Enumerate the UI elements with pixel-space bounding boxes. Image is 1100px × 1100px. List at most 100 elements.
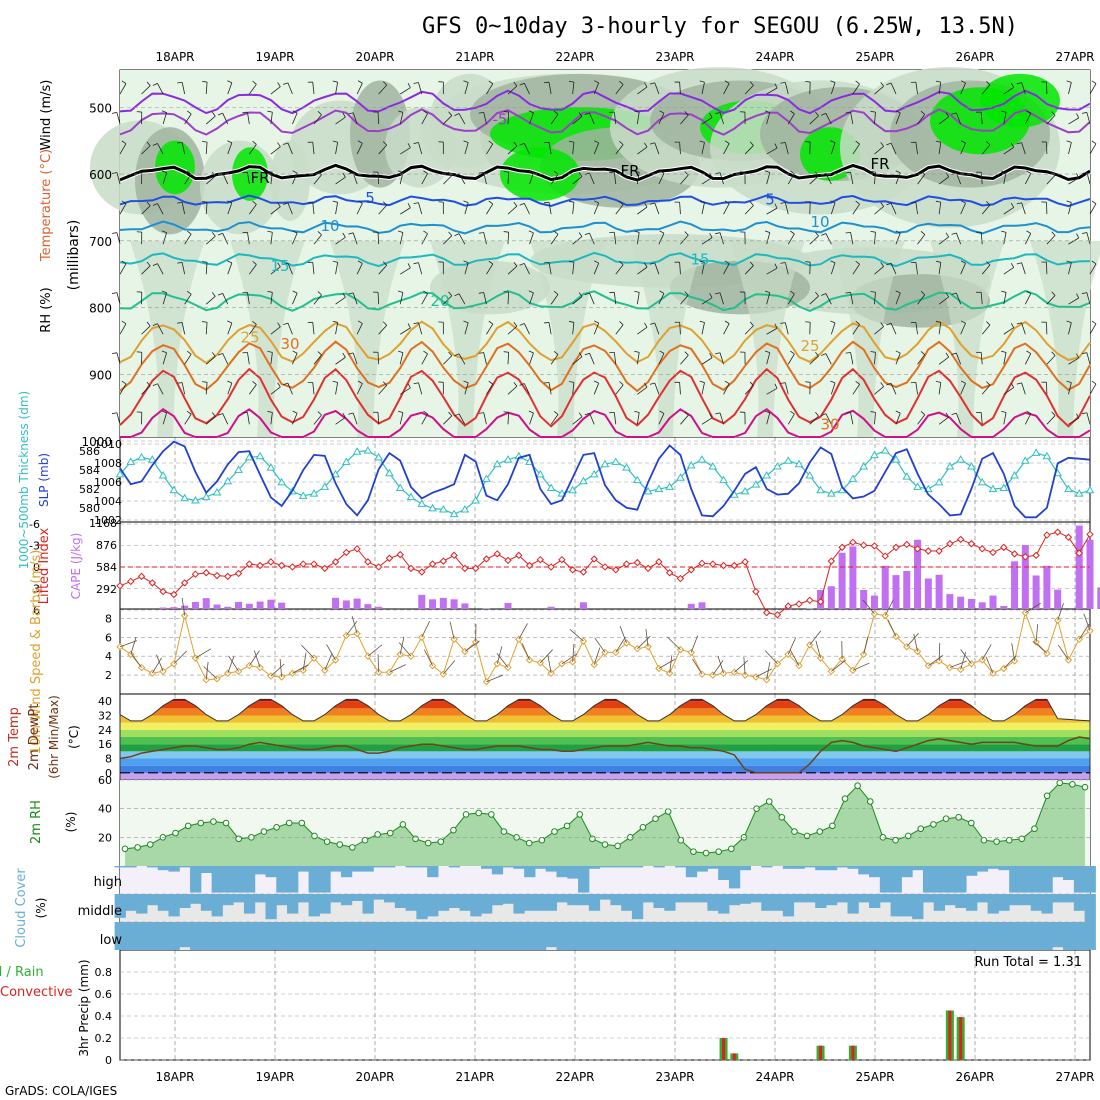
wind-barb bbox=[270, 266, 281, 275]
lifted-index-line-point bbox=[806, 596, 814, 605]
wind-barb bbox=[1024, 113, 1032, 125]
thickness-line-point bbox=[460, 505, 470, 513]
cloud-bar-low bbox=[276, 922, 288, 950]
wind-barb bbox=[181, 142, 186, 155]
wind-barb bbox=[589, 112, 595, 125]
wind-barb-flag bbox=[960, 380, 966, 384]
precip-panel bbox=[120, 971, 1090, 1061]
wind-barb bbox=[1024, 353, 1032, 365]
thickness-line-point bbox=[137, 452, 146, 461]
wind-barb-flag bbox=[283, 142, 289, 145]
wind-barb-flag bbox=[519, 263, 525, 266]
thickness-tick-label: 584 bbox=[79, 464, 100, 477]
wind-barb-flag bbox=[553, 350, 559, 355]
rh-point bbox=[904, 832, 912, 840]
cloud-bar-high bbox=[545, 866, 557, 872]
wind-barb bbox=[636, 232, 640, 245]
wind-barb-flag bbox=[715, 292, 721, 295]
thickness-line-point bbox=[568, 485, 578, 494]
cloud-bar-middle bbox=[588, 894, 601, 911]
cloud-level-label: low bbox=[100, 933, 123, 948]
cloud-bar-high bbox=[696, 866, 708, 872]
wind-barb bbox=[335, 116, 346, 125]
wind-barb bbox=[249, 204, 257, 215]
wind-barb bbox=[915, 202, 918, 215]
wind-barb-flag bbox=[1076, 413, 1080, 419]
wind-barb bbox=[895, 292, 901, 305]
rh-area bbox=[125, 782, 1085, 866]
wind-barb-flag bbox=[986, 81, 991, 86]
wind-barb bbox=[335, 202, 339, 215]
rh-plume bbox=[730, 240, 805, 437]
date-label-bottom: 26APR bbox=[955, 1070, 994, 1084]
wind-barb-flag bbox=[830, 80, 836, 83]
wind-barb bbox=[874, 326, 884, 335]
surface-wind-barb bbox=[119, 640, 138, 648]
wind-barb-flag bbox=[584, 112, 590, 116]
wind-barb-flag bbox=[986, 321, 991, 326]
thickness-line-point bbox=[934, 477, 944, 486]
wind-barb bbox=[701, 262, 705, 275]
wind-barb bbox=[1046, 114, 1056, 125]
wind-barb bbox=[312, 262, 315, 275]
wind-barb bbox=[809, 355, 819, 365]
wind-barb-flag bbox=[830, 260, 836, 264]
surface-wind-barb bbox=[667, 636, 681, 650]
surface-wind-barb bbox=[173, 650, 187, 665]
cloud-bar-high bbox=[1063, 866, 1075, 880]
wind-barb bbox=[981, 324, 991, 335]
rh-plume bbox=[930, 240, 1005, 437]
wind-barb bbox=[701, 357, 713, 365]
wind-barb-flag bbox=[267, 290, 273, 293]
thickness-line-point bbox=[762, 471, 772, 479]
cloud-bar-low bbox=[340, 922, 353, 950]
isotherm-label: 5 bbox=[765, 190, 775, 208]
cloud-bar-low bbox=[707, 922, 719, 950]
thickness-line-point bbox=[902, 472, 912, 480]
lifted-index-line-point bbox=[849, 538, 857, 547]
rh-point bbox=[866, 798, 874, 805]
cape-bar bbox=[957, 596, 965, 609]
wind-barb bbox=[1003, 292, 1007, 305]
wind-barb bbox=[1003, 207, 1014, 215]
wind-barb-flag bbox=[357, 80, 363, 84]
wind-barb-flag bbox=[709, 353, 713, 358]
wind-barb-flag bbox=[709, 413, 713, 418]
wind-barb-flag bbox=[463, 260, 469, 264]
cloud-bar-middle bbox=[922, 894, 935, 903]
wind-speed-line-point bbox=[1075, 635, 1083, 643]
rh-point bbox=[336, 841, 344, 848]
wind-barb-flag bbox=[659, 290, 665, 294]
surface-wind-barb bbox=[279, 659, 283, 678]
wind-barb bbox=[141, 265, 151, 275]
wind-barb bbox=[723, 263, 730, 275]
wind-barb-flag bbox=[659, 170, 665, 174]
lifted-index-line-point bbox=[310, 560, 318, 568]
cloud-bar-low bbox=[567, 922, 579, 950]
wind-speed-line-point bbox=[795, 661, 803, 670]
wind-barb-flag bbox=[1066, 380, 1072, 384]
wind-barb-flag bbox=[584, 172, 590, 176]
wind-barb-flag bbox=[749, 81, 754, 86]
wind-barb bbox=[701, 142, 705, 155]
wind-barb-flag bbox=[277, 322, 281, 328]
cloud-bar-high bbox=[308, 866, 320, 893]
wind-barb bbox=[313, 294, 322, 305]
wind-barb-flag bbox=[724, 140, 730, 144]
wind-barb bbox=[464, 262, 469, 275]
cloud-bar-middle bbox=[254, 894, 266, 903]
wind-barb-flag bbox=[1081, 412, 1087, 415]
wind-barb-flag bbox=[463, 140, 469, 143]
wind-barb bbox=[589, 353, 595, 365]
wind-barb-flag bbox=[774, 83, 778, 89]
wind-barb-flag bbox=[1076, 113, 1080, 119]
wind-barb-flag bbox=[111, 232, 117, 234]
wind-barb-flag bbox=[724, 320, 730, 324]
wind-barb bbox=[356, 383, 363, 395]
wind-barb-flag bbox=[1001, 290, 1007, 293]
surface-wind-barb bbox=[764, 650, 778, 665]
wind-barb bbox=[874, 352, 876, 365]
wind-speed-line bbox=[119, 611, 1091, 683]
wind-barb bbox=[637, 206, 648, 215]
wind-barb-flag bbox=[161, 230, 167, 234]
